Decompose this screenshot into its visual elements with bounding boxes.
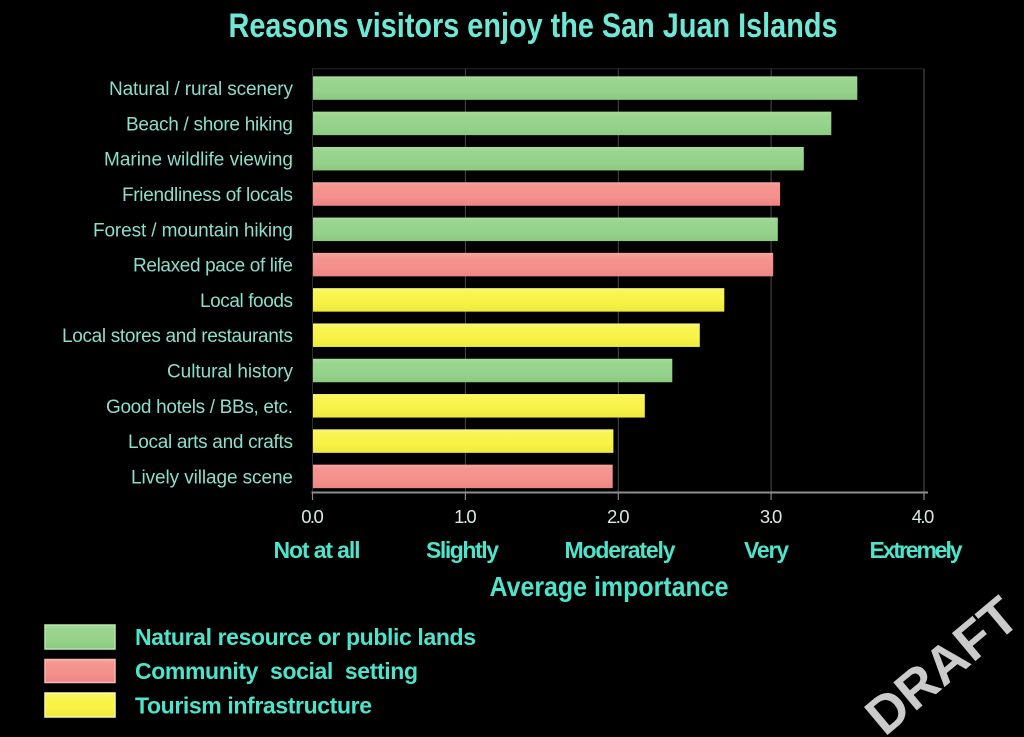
svg-text:Very: Very (744, 537, 789, 563)
svg-text:3.0: 3.0 (760, 506, 783, 527)
svg-text:Forest / mountain hiking: Forest / mountain hiking (93, 220, 293, 241)
svg-text:Cultural history: Cultural history (167, 362, 294, 383)
svg-text:Community social setting: Community social setting (135, 658, 418, 684)
svg-text:Not at all: Not at all (274, 537, 361, 563)
svg-text:Friendliness of locals: Friendliness of locals (122, 185, 293, 206)
svg-text:Marine wildlife viewing: Marine wildlife viewing (104, 150, 293, 171)
svg-text:Local arts and crafts: Local arts and crafts (128, 432, 293, 453)
svg-text:0.0: 0.0 (301, 506, 324, 527)
svg-text:1.0: 1.0 (454, 506, 477, 527)
svg-text:4.0: 4.0 (912, 506, 935, 527)
svg-text:Natural resource or public lan: Natural resource or public lands (135, 624, 476, 650)
svg-text:2.0: 2.0 (607, 506, 630, 527)
svg-text:Extremely: Extremely (870, 537, 963, 563)
svg-text:Slightly: Slightly (426, 537, 499, 563)
svg-text:Tourism infrastructure: Tourism infrastructure (135, 693, 372, 719)
svg-text:Beach / shore hiking: Beach / shore hiking (126, 114, 293, 135)
svg-text:Local stores and restaurants: Local stores and restaurants (62, 326, 293, 347)
svg-text:Lively village scene: Lively village scene (131, 467, 293, 488)
svg-text:Average importance: Average importance (490, 571, 729, 602)
svg-text:Moderately: Moderately (565, 537, 676, 563)
svg-text:Reasons visitors enjoy the San: Reasons visitors enjoy the San Juan Isla… (229, 7, 838, 45)
svg-text:Local foods: Local foods (200, 291, 293, 312)
svg-text:Good hotels / BBs, etc.: Good hotels / BBs, etc. (106, 397, 293, 418)
svg-text:Relaxed pace of life: Relaxed pace of life (133, 256, 293, 277)
svg-text:Natural / rural scenery: Natural / rural scenery (109, 79, 294, 100)
